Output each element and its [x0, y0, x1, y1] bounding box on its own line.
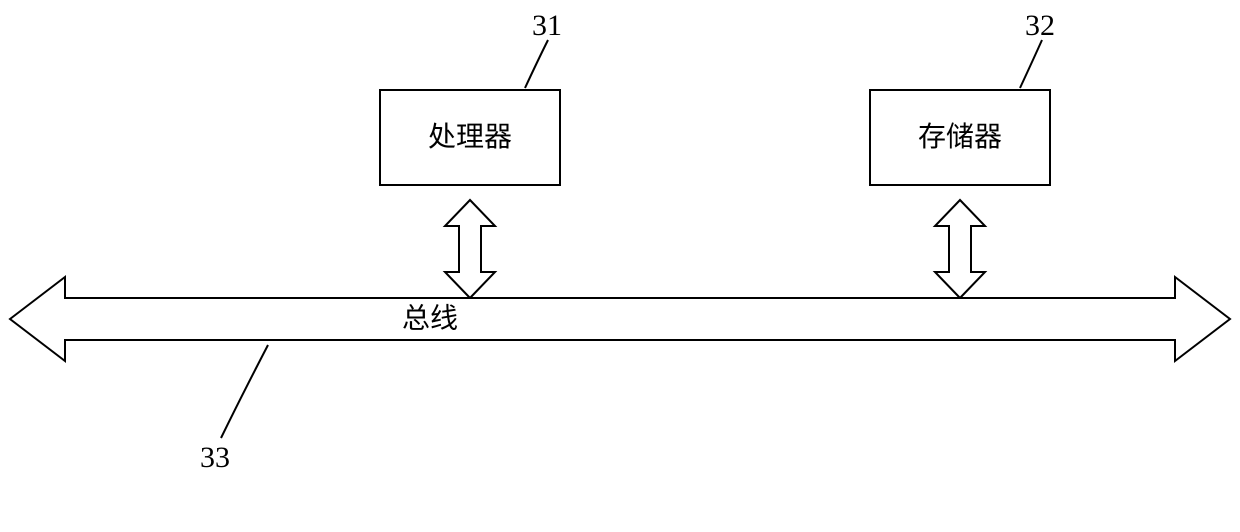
bus-label: 总线 [402, 302, 458, 334]
memory-label: 存储器 [918, 121, 1002, 153]
leader-processor [525, 40, 548, 88]
ref-bus: 33 [200, 441, 230, 474]
leader-memory [1020, 40, 1042, 88]
processor-bus-arrow [445, 200, 495, 298]
processor-label: 处理器 [428, 121, 512, 153]
ref-processor: 31 [532, 9, 562, 42]
memory-bus-arrow [935, 200, 985, 298]
bus-arrow [10, 277, 1230, 361]
leader-bus [221, 345, 268, 438]
ref-memory: 32 [1025, 9, 1055, 42]
memory-box: 存储器 [870, 90, 1050, 185]
processor-box: 处理器 [380, 90, 560, 185]
